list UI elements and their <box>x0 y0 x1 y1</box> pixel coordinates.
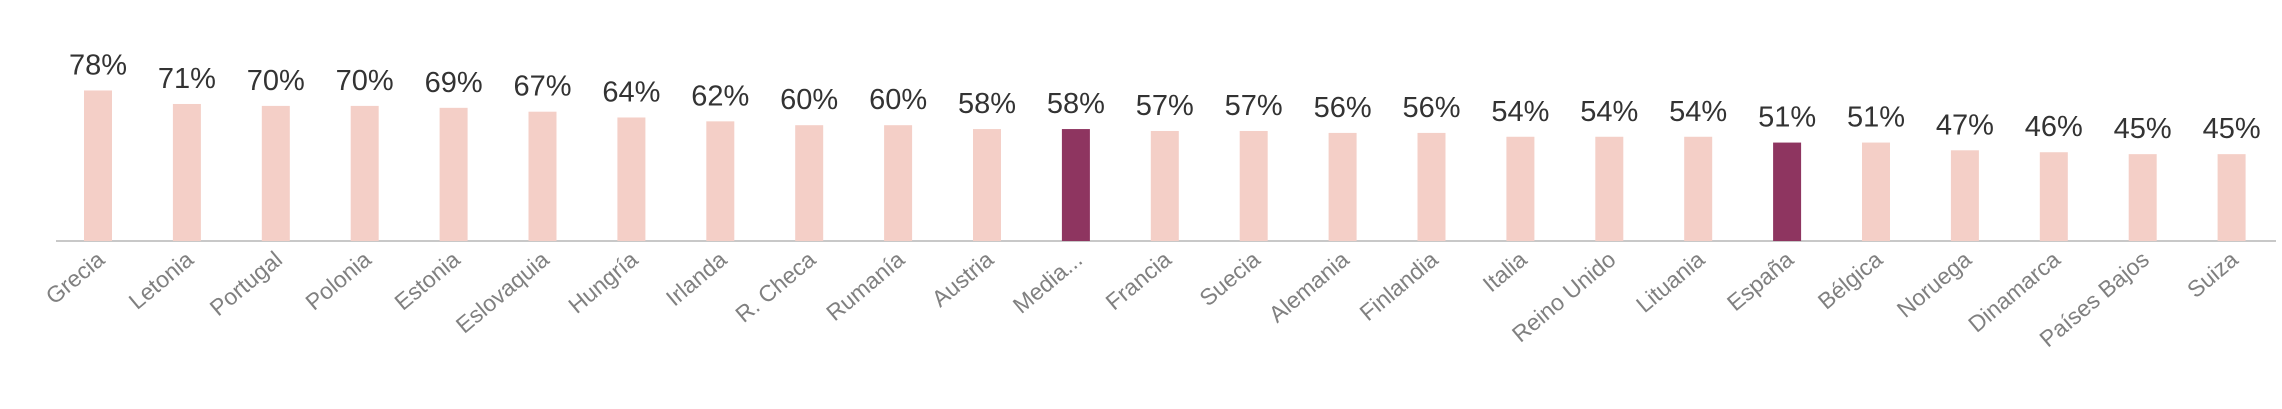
value-label: 57% <box>1225 90 1283 122</box>
value-label: 58% <box>1047 88 1105 120</box>
x-tick-label: Letonia <box>124 246 199 315</box>
value-label: 56% <box>1402 92 1460 124</box>
value-label: 71% <box>158 63 216 95</box>
x-tick-label: Suiza <box>2182 246 2243 303</box>
x-tick-label: Estonia <box>389 246 465 315</box>
value-label: 54% <box>1580 96 1638 128</box>
bar <box>1862 142 1890 241</box>
value-label: 56% <box>1314 92 1372 124</box>
value-label: 60% <box>780 84 838 116</box>
x-tick-label: R. Checa <box>730 246 820 328</box>
value-label: 60% <box>869 84 927 116</box>
x-tick-label: Media... <box>1008 246 1087 319</box>
bar <box>439 107 468 241</box>
x-tick-label: Polonia <box>300 246 376 315</box>
x-tick-label: Finlandia <box>1354 246 1442 326</box>
x-tick-label: Bélgica <box>1813 246 1888 315</box>
bar <box>2217 154 2246 241</box>
bar <box>84 90 112 242</box>
bar <box>1684 136 1713 241</box>
value-label: 46% <box>2025 111 2083 143</box>
value-label: 58% <box>958 88 1016 120</box>
value-label: 51% <box>1847 102 1905 134</box>
bar <box>973 129 1001 241</box>
bar <box>1239 130 1268 241</box>
value-label: 45% <box>2114 113 2172 145</box>
value-label: 69% <box>425 67 483 99</box>
bar <box>1150 130 1179 241</box>
x-tick-label: Italia <box>1478 246 1532 297</box>
bar <box>706 121 735 241</box>
value-label: 62% <box>691 80 749 112</box>
bar <box>350 105 379 242</box>
value-label: 45% <box>2203 113 2261 145</box>
x-tick-label: Rumanía <box>821 246 909 326</box>
value-label: 70% <box>336 65 394 97</box>
bar <box>1773 142 1802 241</box>
x-tick-label: Eslovaquia <box>451 246 554 338</box>
bar <box>2128 154 2157 241</box>
value-label: 47% <box>1936 109 1994 141</box>
bar <box>795 125 824 241</box>
bar <box>1417 132 1446 241</box>
bar <box>884 125 913 241</box>
x-tick-label: Hungría <box>563 246 643 319</box>
bar <box>1328 132 1357 241</box>
x-tick-label: Lituania <box>1631 246 1710 318</box>
x-tick-label: Portugal <box>205 246 287 321</box>
x-tick-label: Alemania <box>1264 246 1354 328</box>
x-tick-label: España <box>1722 246 1799 316</box>
x-tick-label: Irlanda <box>661 246 732 311</box>
bar <box>2039 152 2068 241</box>
x-tick-label: Noruega <box>1892 246 1976 323</box>
value-label: 54% <box>1669 96 1727 128</box>
bar <box>1950 150 1979 241</box>
bar <box>1506 136 1535 241</box>
bar <box>617 117 646 241</box>
x-tick-label: Grecia <box>41 246 110 310</box>
x-tick-label: Austria <box>927 246 999 312</box>
value-label: 67% <box>513 71 571 103</box>
bar <box>528 111 557 241</box>
x-tick-label: Suecia <box>1194 246 1265 311</box>
bar <box>1061 129 1090 241</box>
value-label: 64% <box>602 76 660 108</box>
value-label: 54% <box>1491 96 1549 128</box>
value-label: 70% <box>247 65 305 97</box>
value-label: 57% <box>1136 90 1194 122</box>
bar <box>1595 136 1624 241</box>
x-tick-label: Francia <box>1101 246 1177 315</box>
bar <box>261 105 290 242</box>
value-label: 51% <box>1758 102 1816 134</box>
bar <box>172 103 201 241</box>
value-label: 78% <box>69 49 127 81</box>
